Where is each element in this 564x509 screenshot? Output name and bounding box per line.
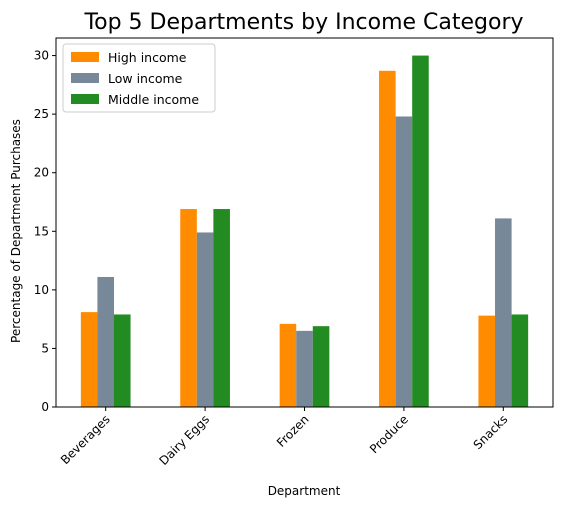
- bar-low-income-produce: [395, 116, 413, 408]
- bar-high-income-snacks: [478, 315, 496, 407]
- bar-middle-income-produce: [412, 55, 429, 407]
- bar-low-income-snacks: [495, 218, 512, 407]
- bars-group: [80, 55, 529, 408]
- x-axis: Beverages Dairy Eggs Frozen Produce Snacks: [58, 407, 511, 468]
- plot-frame: [55, 37, 554, 408]
- y-tick-label: 25: [34, 107, 49, 121]
- y-axis-label: Percentage of Department Purchases: [9, 119, 23, 343]
- legend-label: High income: [108, 50, 187, 65]
- bar-high-income-frozen: [279, 323, 297, 407]
- bar-middle-income-dairy-eggs: [213, 209, 230, 407]
- y-tick-label: 10: [34, 283, 49, 297]
- chart-title: Top 5 Departments by Income Category: [83, 10, 523, 35]
- y-tick-label: 30: [34, 49, 49, 63]
- bar-high-income-beverages: [80, 312, 98, 407]
- y-tick-label: 20: [34, 166, 49, 180]
- legend-swatch: [71, 94, 99, 104]
- legend-swatch: [71, 52, 99, 62]
- bar-low-income-beverages: [97, 276, 114, 407]
- bar-middle-income-snacks: [511, 314, 529, 407]
- y-tick-label: 0: [41, 400, 49, 414]
- legend: High income Low income Middle income: [62, 43, 216, 113]
- legend-swatch: [71, 73, 99, 83]
- bar-low-income-frozen: [296, 330, 313, 407]
- bar-low-income-dairy-eggs: [196, 232, 214, 407]
- y-axis: 0 5 10 15 20 25 30: [34, 49, 56, 414]
- legend-box: [62, 43, 216, 113]
- bar-middle-income-frozen: [312, 326, 330, 407]
- legend-label: Middle income: [108, 92, 199, 107]
- x-axis-label: Department: [268, 484, 341, 498]
- bar-high-income-produce: [379, 70, 396, 408]
- bar-middle-income-beverages: [113, 314, 131, 407]
- x-tick-label: Produce: [367, 412, 411, 456]
- x-tick-label: Dairy Eggs: [156, 412, 212, 468]
- bar-high-income-dairy-eggs: [180, 209, 197, 407]
- x-tick-label: Frozen: [274, 412, 312, 450]
- y-tick-label: 15: [34, 224, 49, 238]
- x-tick-label: Beverages: [58, 412, 113, 467]
- y-tick-label: 5: [41, 341, 49, 355]
- legend-label: Low income: [108, 71, 183, 86]
- x-tick-label: Snacks: [471, 412, 511, 452]
